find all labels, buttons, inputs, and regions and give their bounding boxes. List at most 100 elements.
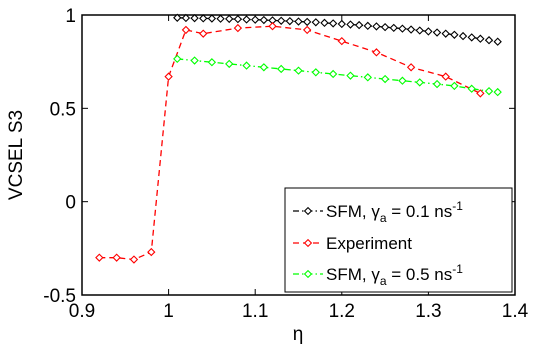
y-axis-label: VCSEL S3 xyxy=(6,110,27,200)
data-point xyxy=(242,61,251,70)
legend-text-sub: a xyxy=(380,211,387,225)
data-point xyxy=(251,15,260,24)
data-point xyxy=(450,81,459,91)
data-point xyxy=(147,247,156,257)
legend-text-prefix: SFM, xyxy=(326,265,371,284)
data-point xyxy=(372,22,381,31)
data-point xyxy=(216,14,225,23)
data-point xyxy=(259,63,269,72)
legend-box xyxy=(284,187,513,293)
legend-swatch-marker xyxy=(303,206,313,216)
y-tick-label: 0 xyxy=(65,193,76,214)
data-point xyxy=(346,71,355,80)
legend-text-prefix: SFM, xyxy=(326,202,371,221)
data-point xyxy=(181,25,191,35)
data-point xyxy=(415,78,424,87)
series-layer xyxy=(95,13,502,264)
data-point xyxy=(285,16,295,26)
data-point xyxy=(302,17,312,27)
legend-swatch-marker xyxy=(303,238,313,248)
series-0 xyxy=(173,13,502,46)
data-point xyxy=(476,34,485,43)
data-point xyxy=(225,59,234,69)
series-1 xyxy=(95,22,485,264)
data-point xyxy=(432,28,442,37)
data-point xyxy=(233,14,243,24)
legend-text-prefix: Experiment xyxy=(326,234,412,253)
data-point xyxy=(441,29,450,38)
data-point xyxy=(493,87,502,97)
data-point xyxy=(225,14,234,24)
data-point xyxy=(380,74,390,84)
data-point xyxy=(294,17,303,26)
data-point xyxy=(432,79,442,89)
data-point xyxy=(337,19,346,29)
x-tick-label: 1.2 xyxy=(329,301,355,322)
legend-text-sup: -1 xyxy=(452,262,463,276)
legend-swatch-marker xyxy=(303,269,313,279)
data-point xyxy=(346,20,355,29)
data-point xyxy=(277,16,286,25)
data-point xyxy=(424,27,433,36)
data-point xyxy=(354,20,364,30)
data-point xyxy=(173,13,182,22)
data-point xyxy=(372,48,381,57)
data-point xyxy=(277,64,286,74)
data-point xyxy=(389,23,398,33)
series-2 xyxy=(173,54,502,97)
legend-text-sup: -1 xyxy=(452,199,463,213)
x-tick-label: 0.9 xyxy=(69,301,95,322)
x-tick-label: 1 xyxy=(163,301,174,322)
data-point xyxy=(484,86,494,96)
legend-text-greek: γ xyxy=(371,202,380,221)
data-point xyxy=(207,14,217,23)
data-point xyxy=(199,29,208,38)
data-point xyxy=(415,26,424,35)
data-point xyxy=(268,22,277,31)
legend-entry-label: SFM, γa = 0.5 ns-1 xyxy=(326,262,463,288)
data-point xyxy=(190,13,199,23)
data-point xyxy=(233,23,243,33)
data-point xyxy=(164,72,173,81)
data-point xyxy=(302,25,312,35)
data-point xyxy=(242,15,251,24)
data-point xyxy=(190,56,199,65)
legend-text-suffix: = 0.5 ns xyxy=(387,265,453,284)
data-point xyxy=(467,84,476,93)
data-point xyxy=(328,19,338,28)
data-point xyxy=(398,24,407,33)
data-point xyxy=(311,18,320,27)
data-point xyxy=(181,13,191,23)
legend-text-sub: a xyxy=(380,274,387,288)
y-tick-label: 0.5 xyxy=(50,99,76,120)
ticks-layer: 0.9 1 1.1 1.2 1.3 1.4 -0.5 0 0.5 1 xyxy=(43,6,528,322)
legend-entry-label: SFM, γa = 0.1 ns-1 xyxy=(326,199,463,225)
x-tick-label: 1.3 xyxy=(415,301,441,322)
data-point xyxy=(380,22,390,32)
data-point xyxy=(320,18,329,28)
data-point xyxy=(450,30,459,39)
data-point xyxy=(467,33,476,42)
legend-text-greek: γ xyxy=(371,265,380,284)
data-point xyxy=(406,63,416,72)
x-axis-label: η xyxy=(293,324,304,345)
data-point xyxy=(363,21,372,31)
data-point xyxy=(493,37,502,46)
data-point xyxy=(337,36,346,46)
y-tick-label: 1 xyxy=(65,6,76,27)
data-point xyxy=(259,15,269,25)
data-point xyxy=(112,253,121,262)
legend-entry-label: Experiment xyxy=(326,234,412,253)
data-point xyxy=(173,54,182,64)
data-point xyxy=(363,73,372,82)
y-tick-label: -0.5 xyxy=(43,286,76,307)
data-point xyxy=(129,255,139,264)
data-point xyxy=(441,72,450,81)
data-point xyxy=(207,58,217,67)
data-point xyxy=(328,69,338,79)
x-tick-label: 1.1 xyxy=(242,301,268,322)
data-point xyxy=(199,14,208,23)
data-point xyxy=(294,66,303,75)
